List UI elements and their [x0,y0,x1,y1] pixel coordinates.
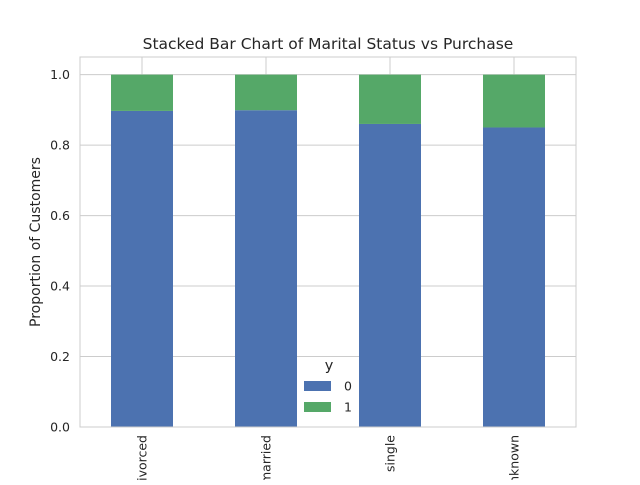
bar-segment-series-0 [235,110,297,427]
legend-label: 0 [344,379,352,394]
legend-swatch [304,402,331,412]
bar-segment-series-1 [111,74,173,111]
y-tick-label: 0.6 [50,208,70,223]
legend-label: 1 [344,400,352,415]
bar-segment-series-0 [483,127,545,427]
bar-segment-series-0 [111,110,173,428]
x-tick-label: married [259,435,274,480]
bars [111,74,545,428]
y-tick-labels: 0.0 0.2 0.4 0.6 0.8 1.0 [50,67,70,434]
y-axis-label: Proportion of Customers [28,157,44,327]
x-tick-labels: divorced married single unknown [135,435,522,480]
y-tick-label: 0.4 [50,279,70,294]
x-tick-label: single [383,435,398,472]
y-tick-label: 1.0 [50,67,70,82]
chart-title: Stacked Bar Chart of Marital Status vs P… [143,35,514,53]
y-tick-label: 0.8 [50,138,70,153]
bar-segment-series-1 [359,74,421,124]
bar-segment-series-1 [483,74,545,128]
y-tick-label: 0.2 [50,349,70,364]
legend-title: y [325,358,334,374]
x-tick-label: unknown [507,435,522,480]
bar-segment-series-0 [359,123,421,427]
x-tick-label: divorced [135,435,150,480]
plot-frame [79,56,577,428]
bar-segment-series-1 [235,74,297,111]
legend: y 0 1 [304,358,352,415]
legend-swatch [304,381,331,391]
y-tick-label: 0.0 [50,420,70,435]
